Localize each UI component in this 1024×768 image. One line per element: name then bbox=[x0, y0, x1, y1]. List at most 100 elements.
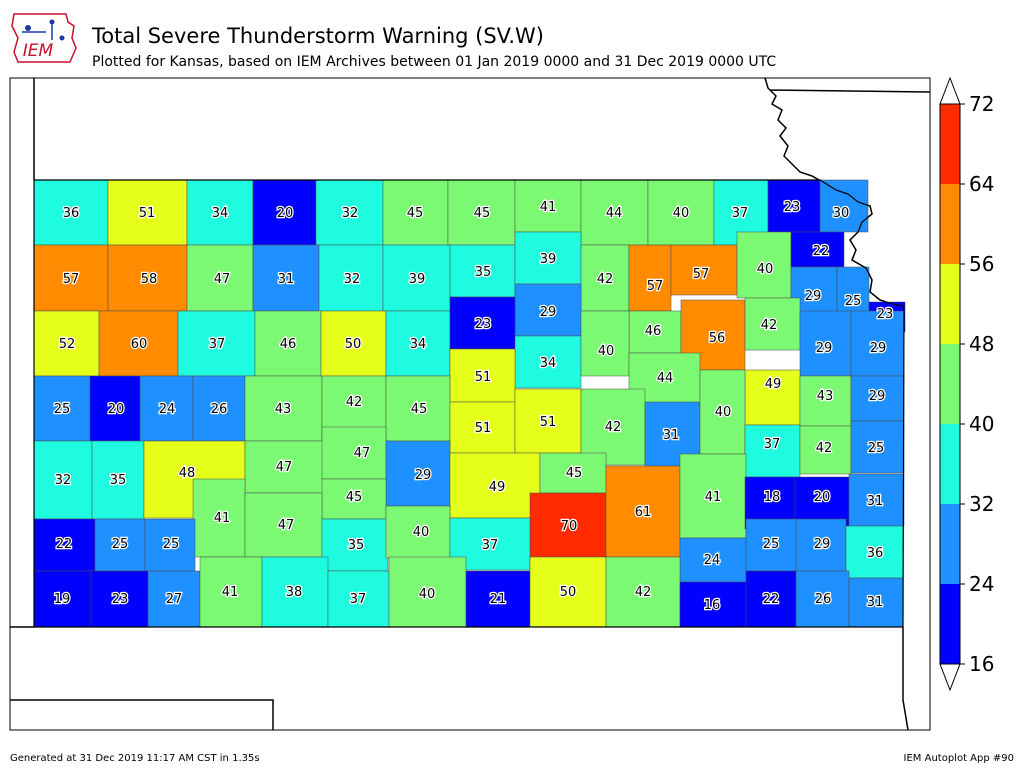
county-value-label: 22 bbox=[813, 244, 830, 259]
county-cell bbox=[514, 231, 582, 285]
county-cell bbox=[745, 570, 797, 628]
county-cell bbox=[385, 375, 451, 442]
county-value-label: 25 bbox=[163, 537, 180, 552]
county-value-label: 25 bbox=[845, 294, 862, 309]
county-cell bbox=[744, 424, 801, 478]
county-value-label: 51 bbox=[540, 415, 557, 430]
county-value-label: 40 bbox=[757, 262, 774, 277]
county-cell bbox=[315, 179, 384, 246]
county-value-label: 61 bbox=[635, 505, 652, 520]
county-value-label: 27 bbox=[166, 592, 183, 607]
county-value-label: 42 bbox=[597, 272, 614, 287]
county-value-label: 21 bbox=[490, 592, 507, 607]
county-cell bbox=[465, 570, 531, 628]
county-cell bbox=[89, 375, 141, 442]
county-value-label: 45 bbox=[474, 206, 491, 221]
county-cell bbox=[795, 570, 850, 628]
county-cell bbox=[713, 179, 769, 246]
colorbar-tick-label: 56 bbox=[969, 252, 994, 276]
county-cell bbox=[819, 179, 869, 233]
county-cell bbox=[744, 297, 801, 351]
county-cell bbox=[539, 452, 607, 494]
county-cell bbox=[139, 375, 194, 442]
county-cell bbox=[94, 518, 146, 572]
colorbar-tick-label: 72 bbox=[969, 92, 994, 116]
county-value-label: 49 bbox=[765, 377, 782, 392]
county-value-label: 22 bbox=[763, 592, 780, 607]
county-cell bbox=[252, 244, 320, 312]
county-cell bbox=[449, 296, 516, 350]
county-cell bbox=[107, 179, 188, 246]
county-value-label: 29 bbox=[869, 389, 886, 404]
colorbar-tick-label: 48 bbox=[969, 332, 994, 356]
county-value-label: 40 bbox=[598, 344, 615, 359]
county-cell bbox=[261, 556, 329, 628]
county-cell bbox=[244, 440, 326, 494]
county-cell bbox=[628, 310, 682, 354]
county-value-label: 25 bbox=[54, 402, 71, 417]
county-value-label: 57 bbox=[63, 272, 80, 287]
county-cell bbox=[848, 577, 904, 628]
county-value-label: 40 bbox=[715, 405, 732, 420]
county-cell bbox=[449, 348, 516, 403]
county-cell bbox=[192, 375, 246, 442]
county-value-label: 31 bbox=[663, 428, 680, 443]
county-cell bbox=[321, 478, 387, 520]
county-value-label: 37 bbox=[209, 337, 226, 352]
county-value-label: 26 bbox=[815, 592, 832, 607]
county-value-label: 39 bbox=[540, 252, 557, 267]
county-value-label: 50 bbox=[560, 585, 577, 600]
county-value-label: 37 bbox=[732, 206, 749, 221]
county-value-label: 50 bbox=[345, 337, 362, 352]
county-cell bbox=[794, 476, 850, 528]
county-value-label: 51 bbox=[475, 370, 492, 385]
colorbar-legend: 16 24 32 40 48 56 64 72 bbox=[939, 76, 994, 692]
county-cell bbox=[767, 179, 821, 233]
county-cell bbox=[744, 476, 796, 530]
county-value-label: 40 bbox=[413, 525, 430, 540]
county-cell bbox=[244, 492, 323, 558]
county-cell bbox=[848, 473, 905, 527]
generated-timestamp: Generated at 31 Dec 2019 11:17 AM CST in… bbox=[10, 753, 260, 764]
county-value-label: 36 bbox=[867, 546, 884, 561]
county-value-label: 46 bbox=[280, 337, 297, 352]
county-cell bbox=[514, 283, 582, 337]
county-cell bbox=[33, 375, 91, 442]
county-value-label: 70 bbox=[561, 519, 578, 534]
county-cell bbox=[679, 537, 747, 583]
county-value-label: 19 bbox=[54, 592, 71, 607]
county-value-label: 46 bbox=[645, 324, 662, 339]
county-value-label: 35 bbox=[110, 473, 127, 488]
county-cell bbox=[33, 310, 100, 377]
county-value-label: 47 bbox=[278, 518, 295, 533]
county-cell bbox=[744, 369, 801, 426]
county-value-label: 49 bbox=[489, 480, 506, 495]
colorbar-bin bbox=[940, 344, 960, 424]
county-cell bbox=[321, 426, 387, 480]
county-value-label: 42 bbox=[761, 318, 778, 333]
county-cell bbox=[449, 517, 531, 571]
county-value-label: 18 bbox=[764, 490, 781, 505]
county-cell bbox=[580, 388, 646, 466]
county-value-label: 45 bbox=[411, 402, 428, 417]
county-cell bbox=[318, 244, 384, 312]
county-value-label: 56 bbox=[709, 331, 726, 346]
county-cell bbox=[850, 420, 905, 474]
county-value-label: 16 bbox=[704, 598, 721, 613]
county-value-label: 37 bbox=[764, 437, 781, 452]
county-value-label: 41 bbox=[222, 585, 239, 600]
county-cell bbox=[91, 440, 145, 520]
county-cell bbox=[529, 492, 607, 558]
county-cell bbox=[580, 179, 649, 246]
county-cell bbox=[107, 244, 188, 312]
county-value-label: 23 bbox=[112, 592, 129, 607]
colorbar-tick-label: 16 bbox=[969, 652, 994, 676]
county-cell bbox=[33, 518, 96, 572]
colorbar-tick-label: 40 bbox=[969, 412, 994, 436]
county-value-label: 41 bbox=[705, 490, 722, 505]
county-value-label: 34 bbox=[212, 206, 229, 221]
county-value-label: 43 bbox=[817, 389, 834, 404]
county-cell bbox=[644, 401, 701, 467]
counties-layer bbox=[33, 179, 906, 628]
